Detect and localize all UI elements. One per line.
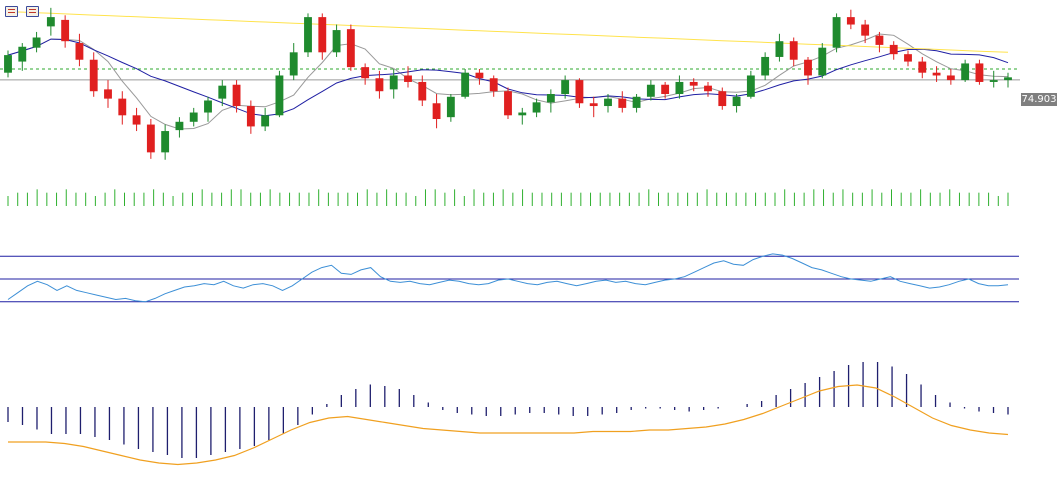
- volume-panel: [7, 189, 1009, 206]
- candle-body: [146, 124, 155, 153]
- candle-body: [861, 24, 870, 36]
- candle-body: [946, 75, 955, 81]
- candle-body: [546, 94, 555, 103]
- candle-body: [175, 121, 184, 131]
- candle-body: [75, 43, 84, 60]
- candle-body: [89, 59, 98, 92]
- candle-body: [161, 131, 170, 153]
- candle-body: [804, 59, 812, 76]
- candle-body: [389, 75, 398, 90]
- candle-body: [446, 96, 455, 118]
- candle-body: [518, 112, 527, 116]
- candle-body: [661, 84, 670, 94]
- candle-body: [932, 72, 941, 76]
- candle-body: [375, 78, 384, 92]
- candle-body: [18, 46, 27, 62]
- candle-body: [475, 72, 484, 79]
- candle-body: [432, 103, 441, 120]
- candle-body: [632, 96, 641, 108]
- candle-body: [132, 115, 141, 125]
- macd-panel: [7, 362, 1009, 466]
- candle-body: [818, 47, 827, 76]
- candle-body: [975, 63, 984, 82]
- candle-body: [32, 37, 41, 48]
- candle-body: [746, 75, 755, 97]
- ma-slow-line: [7, 11, 1009, 53]
- candle-body: [604, 98, 612, 107]
- candle-body: [846, 17, 855, 25]
- candle-body: [404, 75, 412, 82]
- candle-body: [789, 41, 798, 60]
- candle-body: [761, 56, 770, 76]
- candle-body: [918, 61, 927, 73]
- candle-body: [832, 17, 841, 48]
- candle-body: [418, 81, 427, 101]
- candle-body: [246, 106, 255, 127]
- candle-body: [104, 89, 112, 99]
- candle-body: [589, 103, 598, 107]
- candle-body: [489, 78, 498, 92]
- candle-body: [204, 100, 212, 113]
- candle-body: [989, 80, 998, 82]
- chart-properties-icon[interactable]: [5, 6, 18, 17]
- candle-body: [332, 30, 341, 53]
- candle-body: [1004, 77, 1012, 81]
- candle-body: [346, 29, 355, 68]
- rsi-panel: [0, 253, 1019, 303]
- candle-body: [646, 84, 655, 97]
- candle-body: [718, 91, 727, 107]
- candle-body: [261, 115, 270, 127]
- candle-body: [904, 54, 912, 62]
- candle-body: [289, 52, 298, 76]
- candle-body: [275, 75, 284, 116]
- candle-body: [561, 80, 570, 94]
- candle-body: [575, 80, 584, 104]
- candle-body: [118, 98, 127, 116]
- rsi-line: [7, 253, 1009, 303]
- candle-body: [961, 63, 970, 81]
- candle-body: [732, 96, 741, 107]
- candle-body: [304, 17, 312, 53]
- candle-body: [46, 17, 55, 27]
- candle-body: [704, 85, 712, 92]
- price-panel: [0, 7, 1020, 160]
- macd-signal-line: [8, 384, 1009, 466]
- trade-panel-icon[interactable]: [26, 6, 39, 17]
- candle-body: [218, 85, 227, 99]
- candle-body: [232, 84, 241, 107]
- candle-body: [775, 41, 784, 57]
- candle-body: [61, 19, 70, 42]
- candle-body: [875, 35, 884, 45]
- candle-body: [689, 81, 698, 86]
- candle-body: [504, 91, 512, 116]
- candle-body: [461, 72, 470, 97]
- candle-body: [189, 112, 198, 122]
- candle-body: [318, 17, 327, 53]
- candle-body: [361, 67, 370, 79]
- candle-body: [675, 81, 684, 94]
- candle-body: [4, 55, 12, 73]
- candle-body: [532, 102, 541, 113]
- candle-body: [889, 44, 898, 55]
- candle-body: [618, 98, 627, 108]
- current-price-label: 74.903: [1021, 93, 1057, 106]
